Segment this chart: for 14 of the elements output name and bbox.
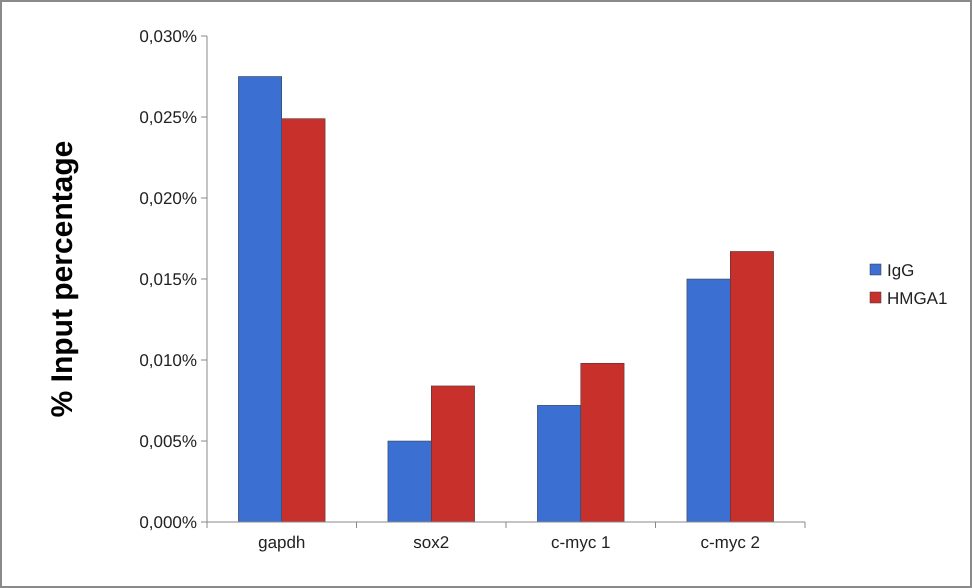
- y-tick-label: 0,000%: [139, 512, 197, 532]
- y-tick-label: 0,030%: [139, 26, 197, 46]
- x-tick-label: c-myc 2: [700, 533, 760, 552]
- y-tick-label: 0,010%: [139, 350, 197, 370]
- y-tick-label: 0,020%: [139, 188, 197, 208]
- legend-label: HMGA1: [887, 288, 948, 308]
- y-axis-title: % Input percentage: [46, 140, 79, 418]
- x-tick-label: gapdh: [258, 533, 306, 552]
- y-tick-label: 0,005%: [139, 432, 197, 451]
- x-tick-label: c-myc 1: [551, 533, 610, 552]
- y-tick-label: 0,015%: [139, 270, 197, 289]
- y-tick-label: 0,025%: [139, 108, 197, 127]
- legend-label: IgG: [887, 260, 914, 280]
- x-tick-label: sox2: [413, 533, 450, 552]
